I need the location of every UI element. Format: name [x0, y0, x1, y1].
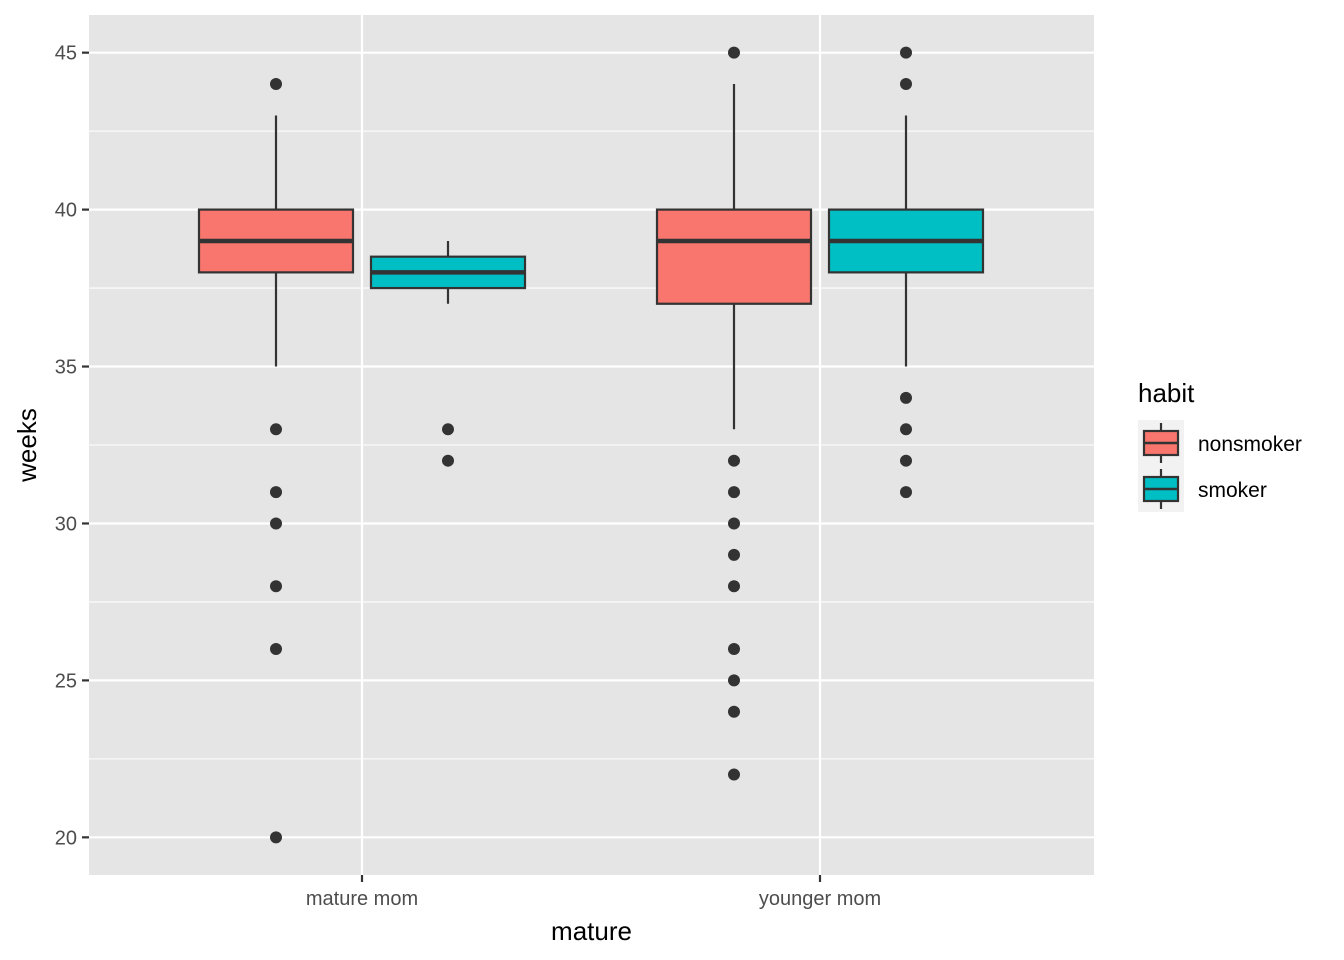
y-tick-label: 45	[55, 43, 77, 65]
legend-label: nonsmoker	[1198, 433, 1302, 456]
outlier-point	[900, 78, 912, 91]
outlier-point	[728, 517, 740, 530]
outlier-point	[270, 831, 282, 844]
outlier-point	[900, 46, 912, 59]
y-tick-label: 20	[55, 827, 77, 849]
outlier-point	[900, 454, 912, 467]
outlier-point	[270, 78, 282, 91]
legend-item-smoker: smoker	[1142, 469, 1267, 509]
outlier-point	[270, 517, 282, 530]
box-iqr	[655, 208, 813, 305]
y-tick-label: 40	[55, 200, 77, 222]
legend-item-nonsmoker: nonsmoker	[1142, 423, 1302, 463]
box-smoker-younger-mom	[827, 46, 985, 499]
outlier-point	[728, 548, 740, 561]
outlier-point	[270, 423, 282, 436]
outlier-point	[728, 486, 740, 499]
outlier-point	[442, 454, 454, 467]
outlier-point	[728, 705, 740, 718]
legend-title: habit	[1138, 378, 1195, 408]
legend-label: smoker	[1198, 479, 1267, 502]
x-axis-title: mature	[551, 916, 632, 946]
outlier-point	[728, 454, 740, 467]
outlier-point	[728, 46, 740, 59]
outlier-point	[728, 674, 740, 687]
outlier-point	[270, 643, 282, 656]
x-tick-label: mature mom	[306, 888, 418, 910]
y-tick-label: 35	[55, 357, 77, 379]
y-axis-title: weeks	[12, 408, 42, 483]
outlier-point	[442, 423, 454, 436]
outlier-point	[728, 580, 740, 593]
box-series	[197, 46, 985, 844]
outlier-point	[900, 391, 912, 404]
outlier-point	[728, 643, 740, 656]
y-tick-label: 25	[55, 670, 77, 692]
legend: habit nonsmoker smoker	[1138, 378, 1302, 512]
x-tick-label: younger mom	[759, 888, 881, 910]
box-nonsmoker-younger-mom	[655, 46, 813, 781]
outlier-point	[728, 768, 740, 781]
outlier-point	[900, 486, 912, 499]
outlier-point	[270, 486, 282, 499]
outlier-point	[900, 423, 912, 436]
y-tick-label: 30	[55, 513, 77, 535]
y-axis: 20 25 30 35 40 45	[55, 43, 89, 849]
outlier-point	[270, 580, 282, 593]
x-axis: mature mom younger mom	[306, 875, 881, 910]
minor-gridlines	[89, 130, 1094, 760]
box-nonsmoker-mature-mom	[197, 78, 355, 844]
box-smoker-mature-mom	[369, 240, 527, 467]
